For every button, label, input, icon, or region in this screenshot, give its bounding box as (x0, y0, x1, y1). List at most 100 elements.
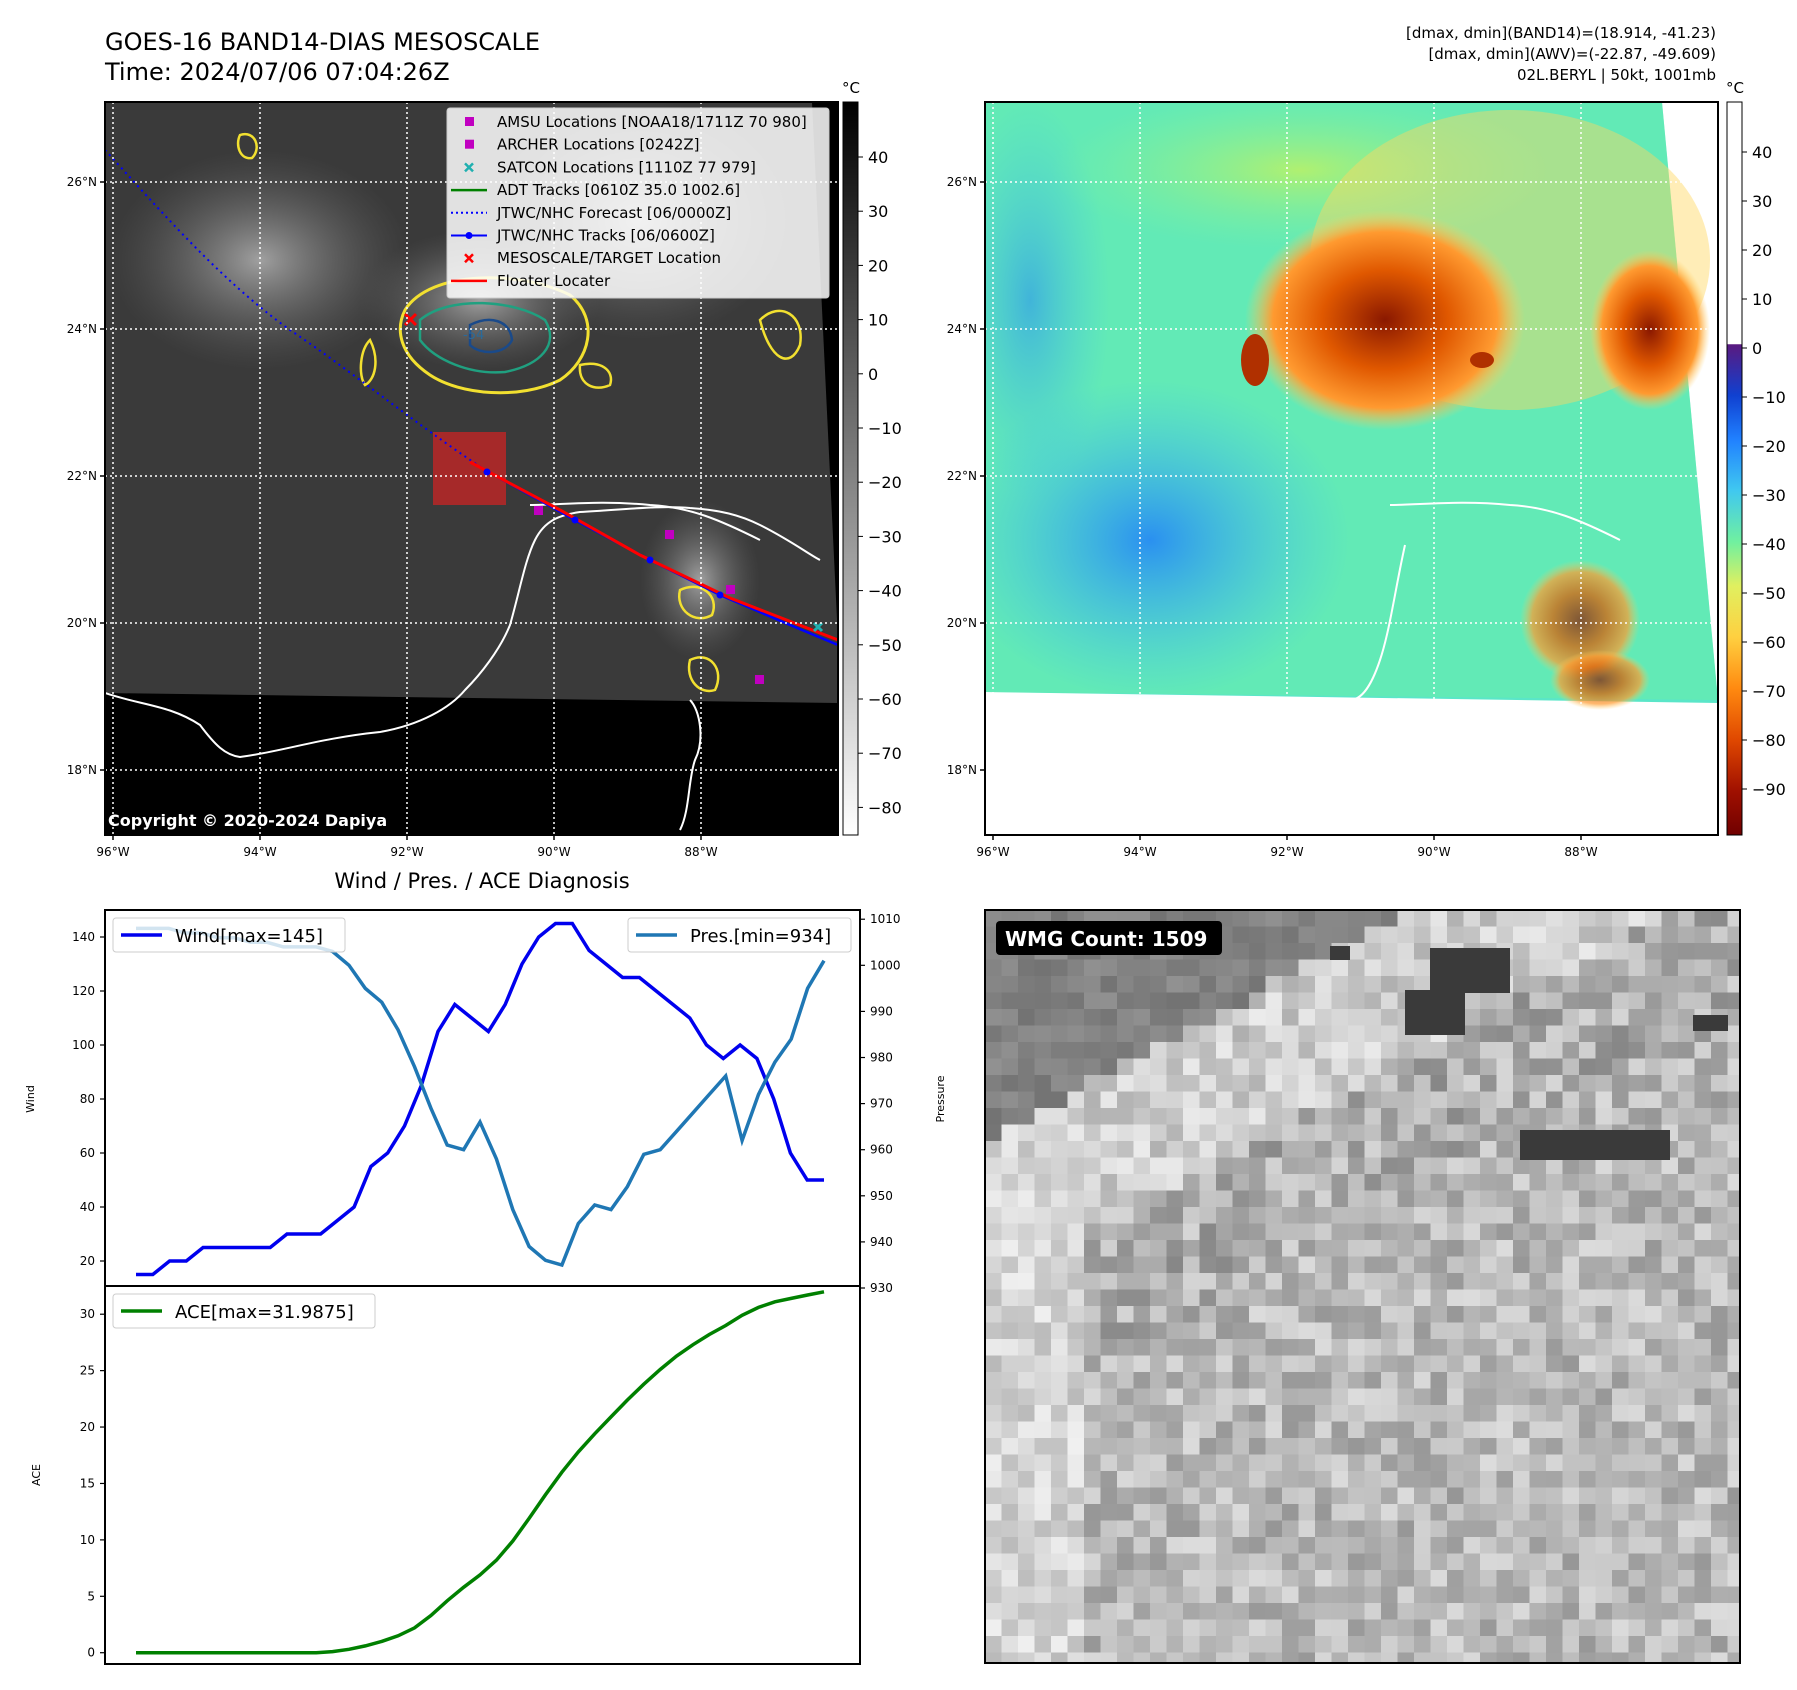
wmg-cell (1562, 1388, 1580, 1406)
wmg-cell (1133, 1273, 1151, 1291)
wmg-cell (1645, 1652, 1663, 1663)
lat-tick-label: 18°N (947, 763, 977, 777)
wmg-cell (1216, 1009, 1234, 1027)
pressure-legend-label: Pres.[min=934] (690, 926, 831, 947)
wmg-cell (1117, 1108, 1135, 1126)
wmg-cell (1001, 1586, 1019, 1604)
wmg-cell (1084, 1487, 1102, 1505)
wmg-cell (1513, 1405, 1531, 1423)
wmg-cell (1381, 1322, 1399, 1340)
wmg-cell (1463, 1273, 1481, 1291)
wmg-cell (1612, 1421, 1630, 1439)
wmg-cell (1331, 1273, 1349, 1291)
wmg-cell (1183, 1207, 1201, 1225)
wmg-cell (1183, 1438, 1201, 1456)
wmg-cell (1694, 1553, 1712, 1571)
wmg-cell (1166, 1025, 1184, 1043)
wmg-cell (1496, 1289, 1514, 1307)
wmg-cell (1166, 1405, 1184, 1423)
wmg-cell (1447, 1273, 1465, 1291)
wmg-cell (1348, 1240, 1366, 1258)
wmg-cell (985, 976, 1003, 994)
wmg-cell (1579, 1042, 1597, 1060)
wmg-cell (1595, 1454, 1613, 1472)
wmg-cell (1216, 1388, 1234, 1406)
wmg-cell (1496, 1108, 1514, 1126)
wmg-cell (1645, 1009, 1663, 1027)
wmg-cell (1645, 1388, 1663, 1406)
wmg-cell (1397, 1586, 1415, 1604)
wmg-cell (1067, 1273, 1085, 1291)
wmg-cell (1249, 1454, 1267, 1472)
wmg-cell (1661, 1339, 1679, 1357)
wmg-cell (1084, 1091, 1102, 1109)
wmg-cell (1414, 1042, 1432, 1060)
wmg-cell (1381, 1586, 1399, 1604)
wmg-cell (1117, 976, 1135, 994)
wmg-cell (1084, 1520, 1102, 1538)
colorbar-tick-label: 0 (868, 365, 878, 384)
wmg-cell (1018, 1619, 1036, 1637)
y-tick-label-right: 950 (870, 1189, 893, 1203)
wmg-cell (1067, 1108, 1085, 1126)
wmg-cell (1595, 1289, 1613, 1307)
wmg-cell (1232, 1124, 1250, 1142)
wmg-cell (1397, 1636, 1415, 1654)
wmg-cell (1348, 1372, 1366, 1390)
wmg-cell (1315, 1322, 1333, 1340)
wmg-cell (1018, 1471, 1036, 1489)
wmg-cell (1133, 1141, 1151, 1159)
wmg-cell (1513, 1207, 1531, 1225)
wmg-cell (1496, 1223, 1514, 1241)
wmg-cell (1232, 1207, 1250, 1225)
wmg-cell (1711, 1652, 1729, 1663)
wmg-cell (1282, 1289, 1300, 1307)
wmg-cell (1199, 1256, 1217, 1274)
wmg-cell (1595, 1223, 1613, 1241)
wmg-cell (1628, 976, 1646, 994)
lat-tick-label: 20°N (947, 616, 977, 630)
wmg-cell (1678, 1207, 1696, 1225)
awv-convection-south (1520, 560, 1640, 680)
wmg-cell (1546, 1537, 1564, 1555)
wmg-cell (1579, 1520, 1597, 1538)
wmg-cell (1661, 1537, 1679, 1555)
wmg-cell (1018, 1355, 1036, 1373)
wmg-cell (1348, 1421, 1366, 1439)
wmg-cell (1265, 910, 1283, 928)
wmg-cell (1595, 1487, 1613, 1505)
wmg-cell (1315, 1190, 1333, 1208)
awv-convection-east (1590, 250, 1710, 410)
wmg-cell (1018, 1636, 1036, 1654)
wmg-cell (1661, 1256, 1679, 1274)
wmg-cell (1645, 992, 1663, 1010)
wmg-cell (1513, 1504, 1531, 1522)
awv-gridlines (985, 102, 1718, 835)
wmg-cell (1529, 1025, 1547, 1043)
wmg-cell (1628, 1603, 1646, 1621)
wmg-cell (1084, 1240, 1102, 1258)
archer-marker (534, 506, 543, 515)
wmg-cell (1727, 1240, 1740, 1258)
wmg-cell (1133, 1042, 1151, 1060)
wmg-cell (985, 1405, 1003, 1423)
wmg-cell (1727, 1124, 1740, 1142)
wmg-cell (1199, 1570, 1217, 1588)
wmg-cell (1249, 1652, 1267, 1663)
wmg-cell (1364, 1157, 1382, 1175)
lat-tick-label: 26°N (67, 175, 97, 189)
wmg-cell (1381, 1652, 1399, 1663)
wmg-cell (1364, 1603, 1382, 1621)
wmg-cell (1018, 1421, 1036, 1439)
wmg-cell (1381, 1553, 1399, 1571)
wmg-cell (1579, 1025, 1597, 1043)
wmg-cell (1348, 1570, 1366, 1588)
wmg-cell (1166, 1619, 1184, 1637)
wmg-cell (1216, 1322, 1234, 1340)
wmg-cell (1463, 926, 1481, 944)
wmg-cell (1678, 1454, 1696, 1472)
wmg-cell (1117, 1009, 1135, 1027)
wmg-cell (1447, 1438, 1465, 1456)
wmg-cell (1430, 1141, 1448, 1159)
